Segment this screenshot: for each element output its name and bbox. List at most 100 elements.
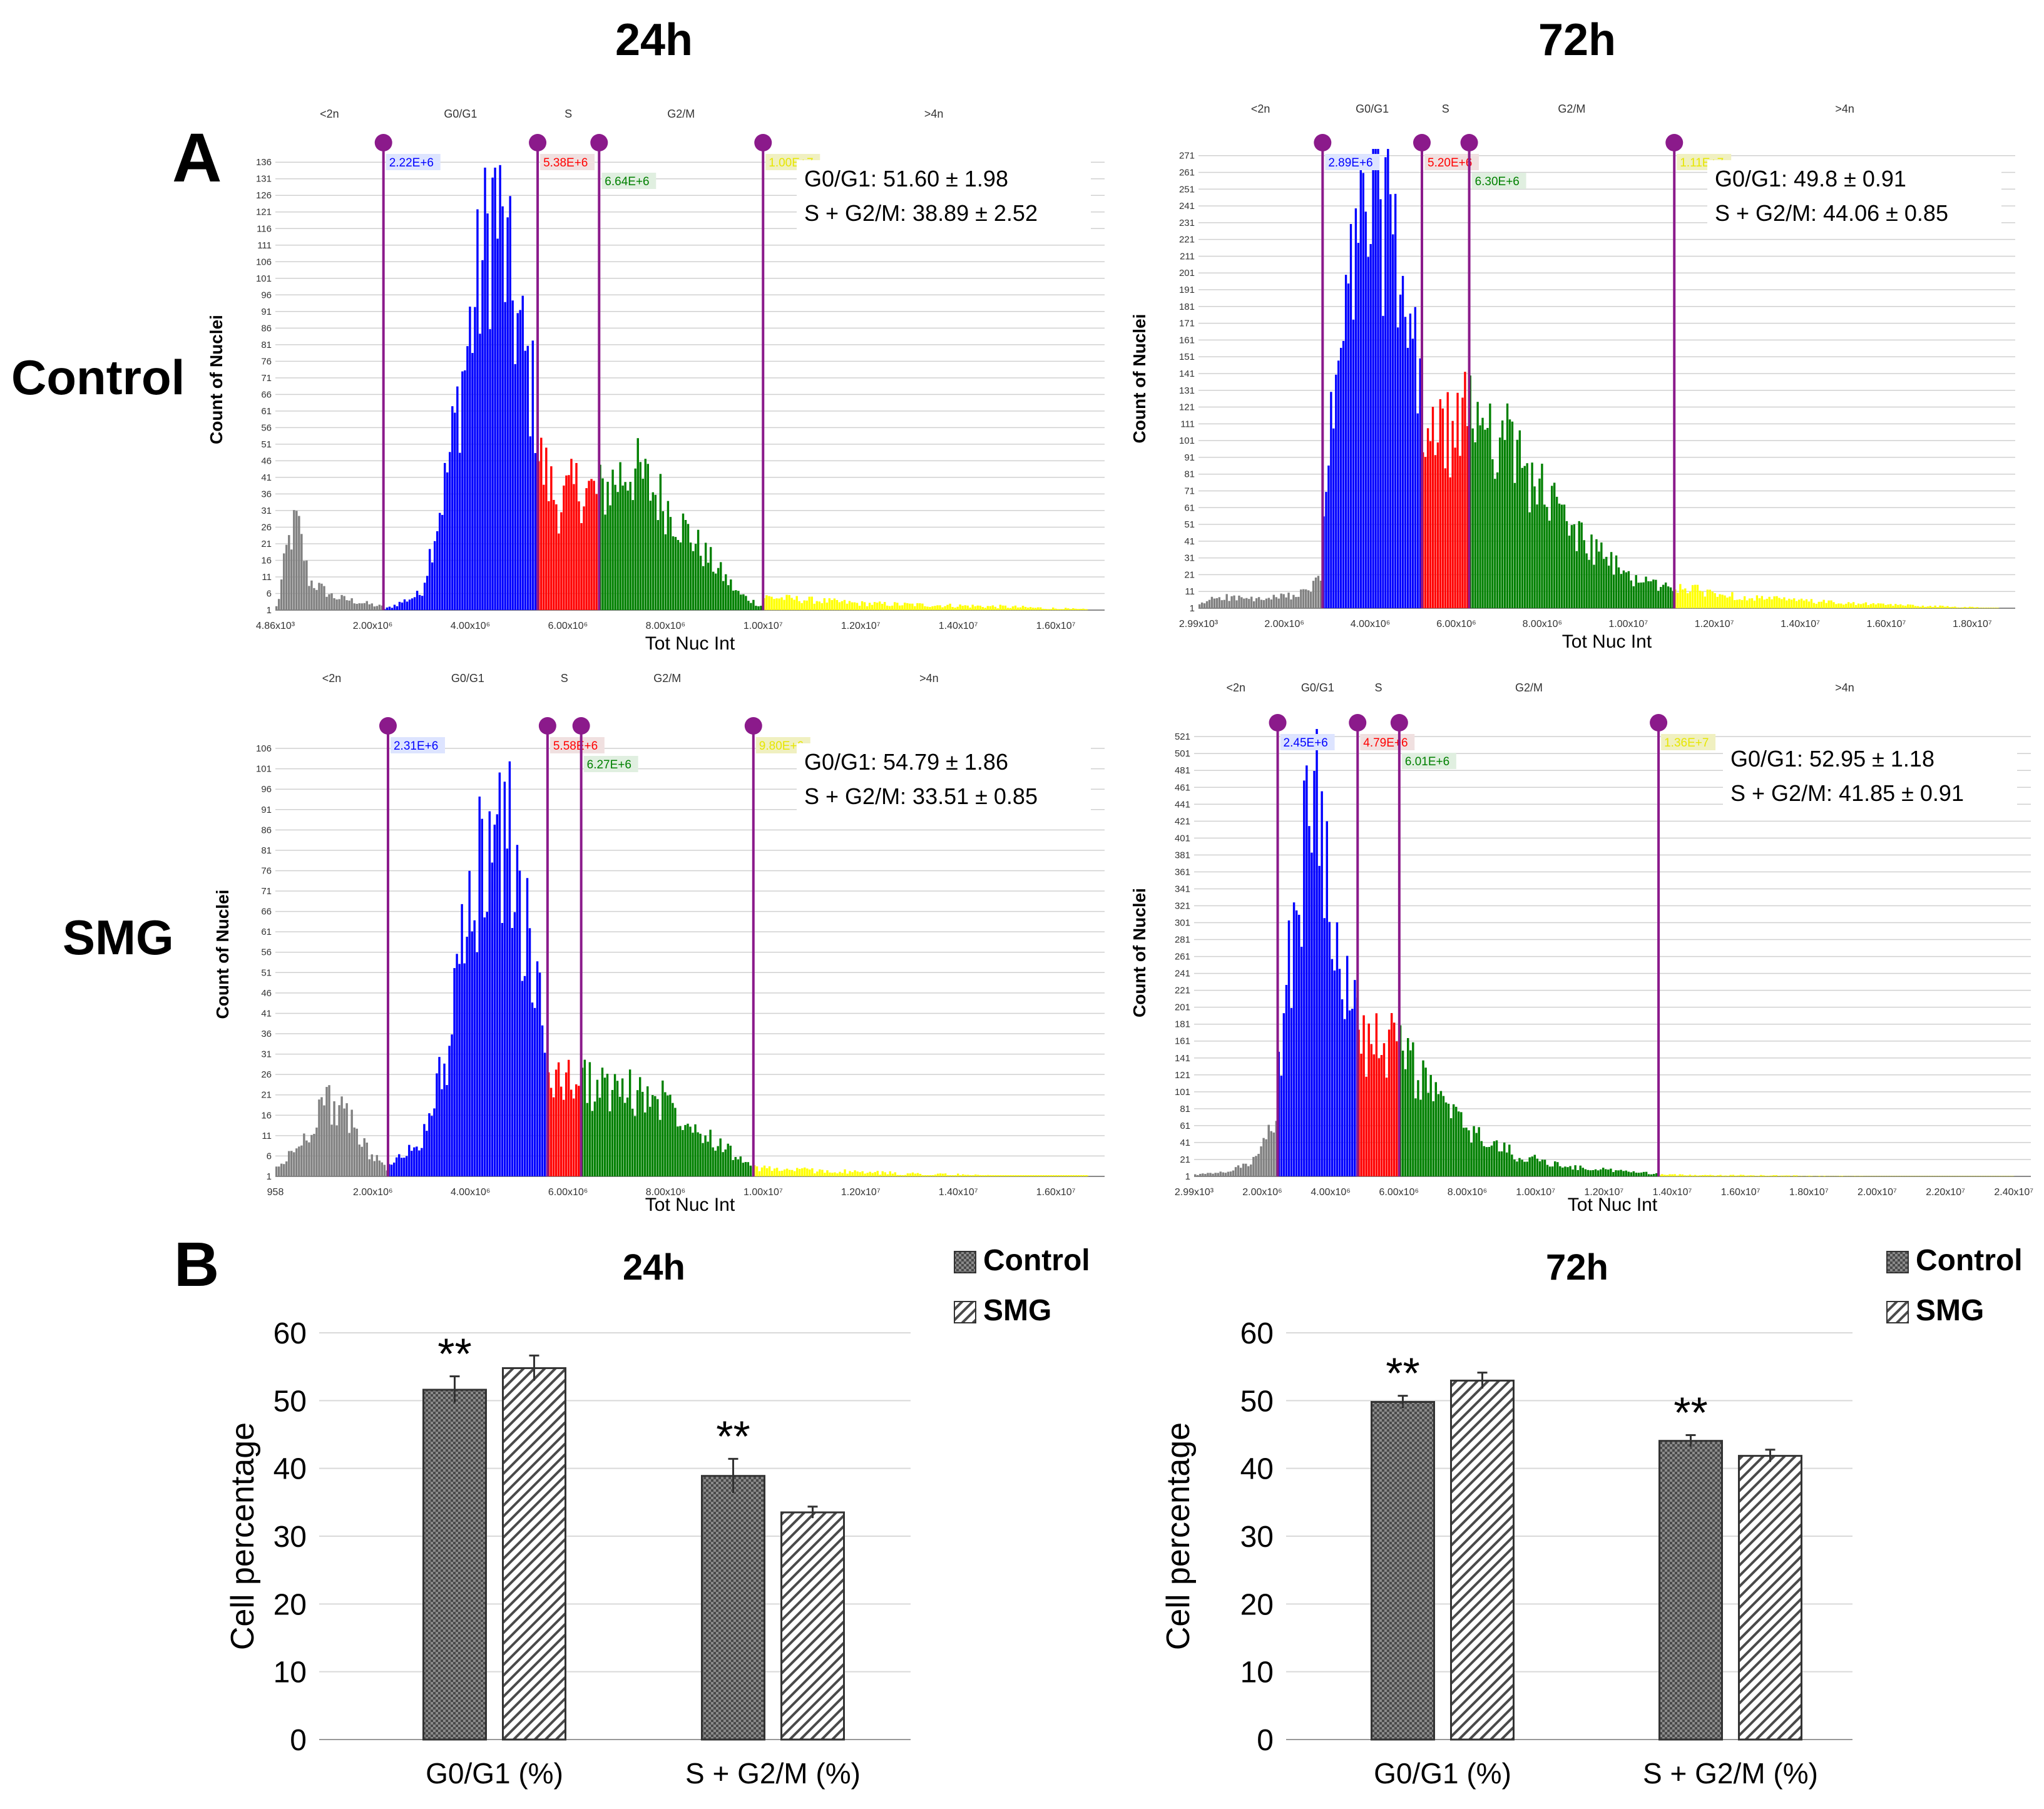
histogram-bar [498, 772, 501, 1176]
bar-control [1371, 1401, 1435, 1741]
y-tick-label: 81 [261, 845, 272, 856]
histogram-bar [536, 961, 539, 1176]
legend-swatch-control [954, 1251, 976, 1273]
histogram-bar [376, 1154, 379, 1176]
histogram-bar [1595, 539, 1598, 608]
gate-label-background [386, 154, 441, 170]
x-tick-label: 4.00x10⁶ [1311, 1187, 1351, 1198]
y-tick-label: 41 [261, 1008, 272, 1019]
histogram-bar [664, 1092, 667, 1176]
histogram-bar [345, 1103, 348, 1176]
histogram-bar [1879, 603, 1882, 608]
y-tick-label: 131 [256, 174, 272, 185]
histogram-bar [750, 603, 752, 610]
histogram-bar [712, 571, 715, 610]
histogram-bar [1382, 315, 1384, 608]
histogram-bar [1456, 392, 1459, 608]
y-tick-label: 76 [261, 865, 272, 876]
x-tick-label: 1.00x10⁷ [744, 621, 783, 631]
histogram-bar [545, 447, 548, 610]
x-tick-label: 2.20x10⁷ [1926, 1187, 1965, 1198]
histogram-bar [288, 535, 290, 610]
y-tick-label: 91 [261, 805, 272, 815]
histogram-bar [886, 605, 889, 610]
histogram-bar [441, 514, 444, 610]
histogram-bar [526, 878, 529, 1176]
histogram-bar [755, 606, 757, 610]
histogram-bar [1375, 1013, 1378, 1176]
histogram-bar [906, 603, 909, 610]
histogram-bar [946, 1175, 949, 1176]
y-tick-label: 6 [267, 1151, 272, 1161]
histogram-bar [1348, 1010, 1351, 1176]
histogram-bar [325, 1087, 328, 1176]
y-tick-label: 61 [1180, 1121, 1190, 1131]
histogram-bar [921, 603, 924, 610]
x-axis-title: Tot Nuc Int [645, 633, 735, 654]
histogram-bar [353, 1127, 355, 1176]
histogram-bar [1377, 1058, 1381, 1176]
histogram-bar [1617, 1170, 1620, 1176]
histogram-bar [1012, 1175, 1014, 1176]
histogram-bar [646, 1086, 649, 1176]
histogram-bar [1569, 1166, 1571, 1176]
histogram-bar [1548, 521, 1551, 608]
histogram-bar [1484, 429, 1486, 608]
histogram-bar [1741, 599, 1744, 608]
histogram-bar [1392, 234, 1394, 608]
histogram-bar [1701, 1175, 1704, 1176]
histogram-bar [1736, 599, 1739, 608]
y-tick-label: 136 [256, 157, 272, 168]
histogram-bar [704, 1135, 707, 1176]
histogram-bar [1468, 1130, 1470, 1176]
histogram-bar [1082, 1175, 1085, 1176]
x-tick-label: 1.60x10⁷ [1867, 619, 1906, 629]
histogram-bar [313, 1134, 315, 1176]
histogram-bar [1050, 1175, 1052, 1176]
gate-label: 9.80E+6 [759, 740, 804, 753]
x-tick-label: 2.99x10³ [1175, 1187, 1214, 1198]
y-tick-label: 0 [1257, 1724, 1274, 1757]
histogram-bar [801, 1168, 804, 1176]
histogram-bar [1511, 421, 1514, 608]
histogram-bar [1797, 599, 1801, 608]
histogram-bar [901, 1175, 904, 1176]
histogram-bar [504, 302, 506, 610]
y-tick-label: 201 [1179, 268, 1195, 278]
histogram-bar [856, 1171, 859, 1176]
histogram-bar [1503, 1142, 1506, 1176]
histogram-bar [972, 1175, 974, 1176]
histogram-bar [1597, 1170, 1600, 1176]
histogram-bar [423, 583, 426, 610]
histogram-bar [1454, 447, 1456, 608]
histogram-bar [1233, 595, 1235, 608]
histogram-bar [1349, 224, 1352, 609]
histogram-bar [378, 604, 381, 610]
y-tick-label: 101 [256, 764, 272, 775]
histogram-bar [1506, 403, 1509, 608]
histogram-bar [1364, 211, 1367, 608]
histogram-bar [841, 601, 844, 610]
histogram-bar [1582, 1168, 1585, 1176]
gate-handle [1390, 714, 1408, 731]
histogram-bar [1260, 599, 1263, 608]
panel-letter-a: A [172, 120, 222, 196]
histogram-bar [946, 604, 949, 610]
histogram-bar [280, 1163, 283, 1176]
y-tick-label: 81 [1180, 1104, 1190, 1114]
y-tick-label: 161 [1175, 1036, 1190, 1047]
gate-label-background [1661, 734, 1716, 750]
histogram-bar [684, 1124, 687, 1176]
histogram-bar [350, 598, 353, 610]
histogram-bar [682, 1129, 684, 1176]
histogram-bar [1085, 609, 1087, 610]
histogram-bar [966, 605, 969, 610]
histogram-bar [1781, 599, 1783, 608]
y-tick-label: 111 [257, 240, 272, 251]
histogram-bar [396, 606, 399, 610]
x-tick-label: 1.20x10⁷ [841, 621, 881, 631]
histogram-bar [335, 1125, 338, 1176]
histogram-bar [989, 1175, 992, 1176]
histogram-bar [1815, 603, 1818, 608]
histogram-bar [1328, 922, 1331, 1176]
